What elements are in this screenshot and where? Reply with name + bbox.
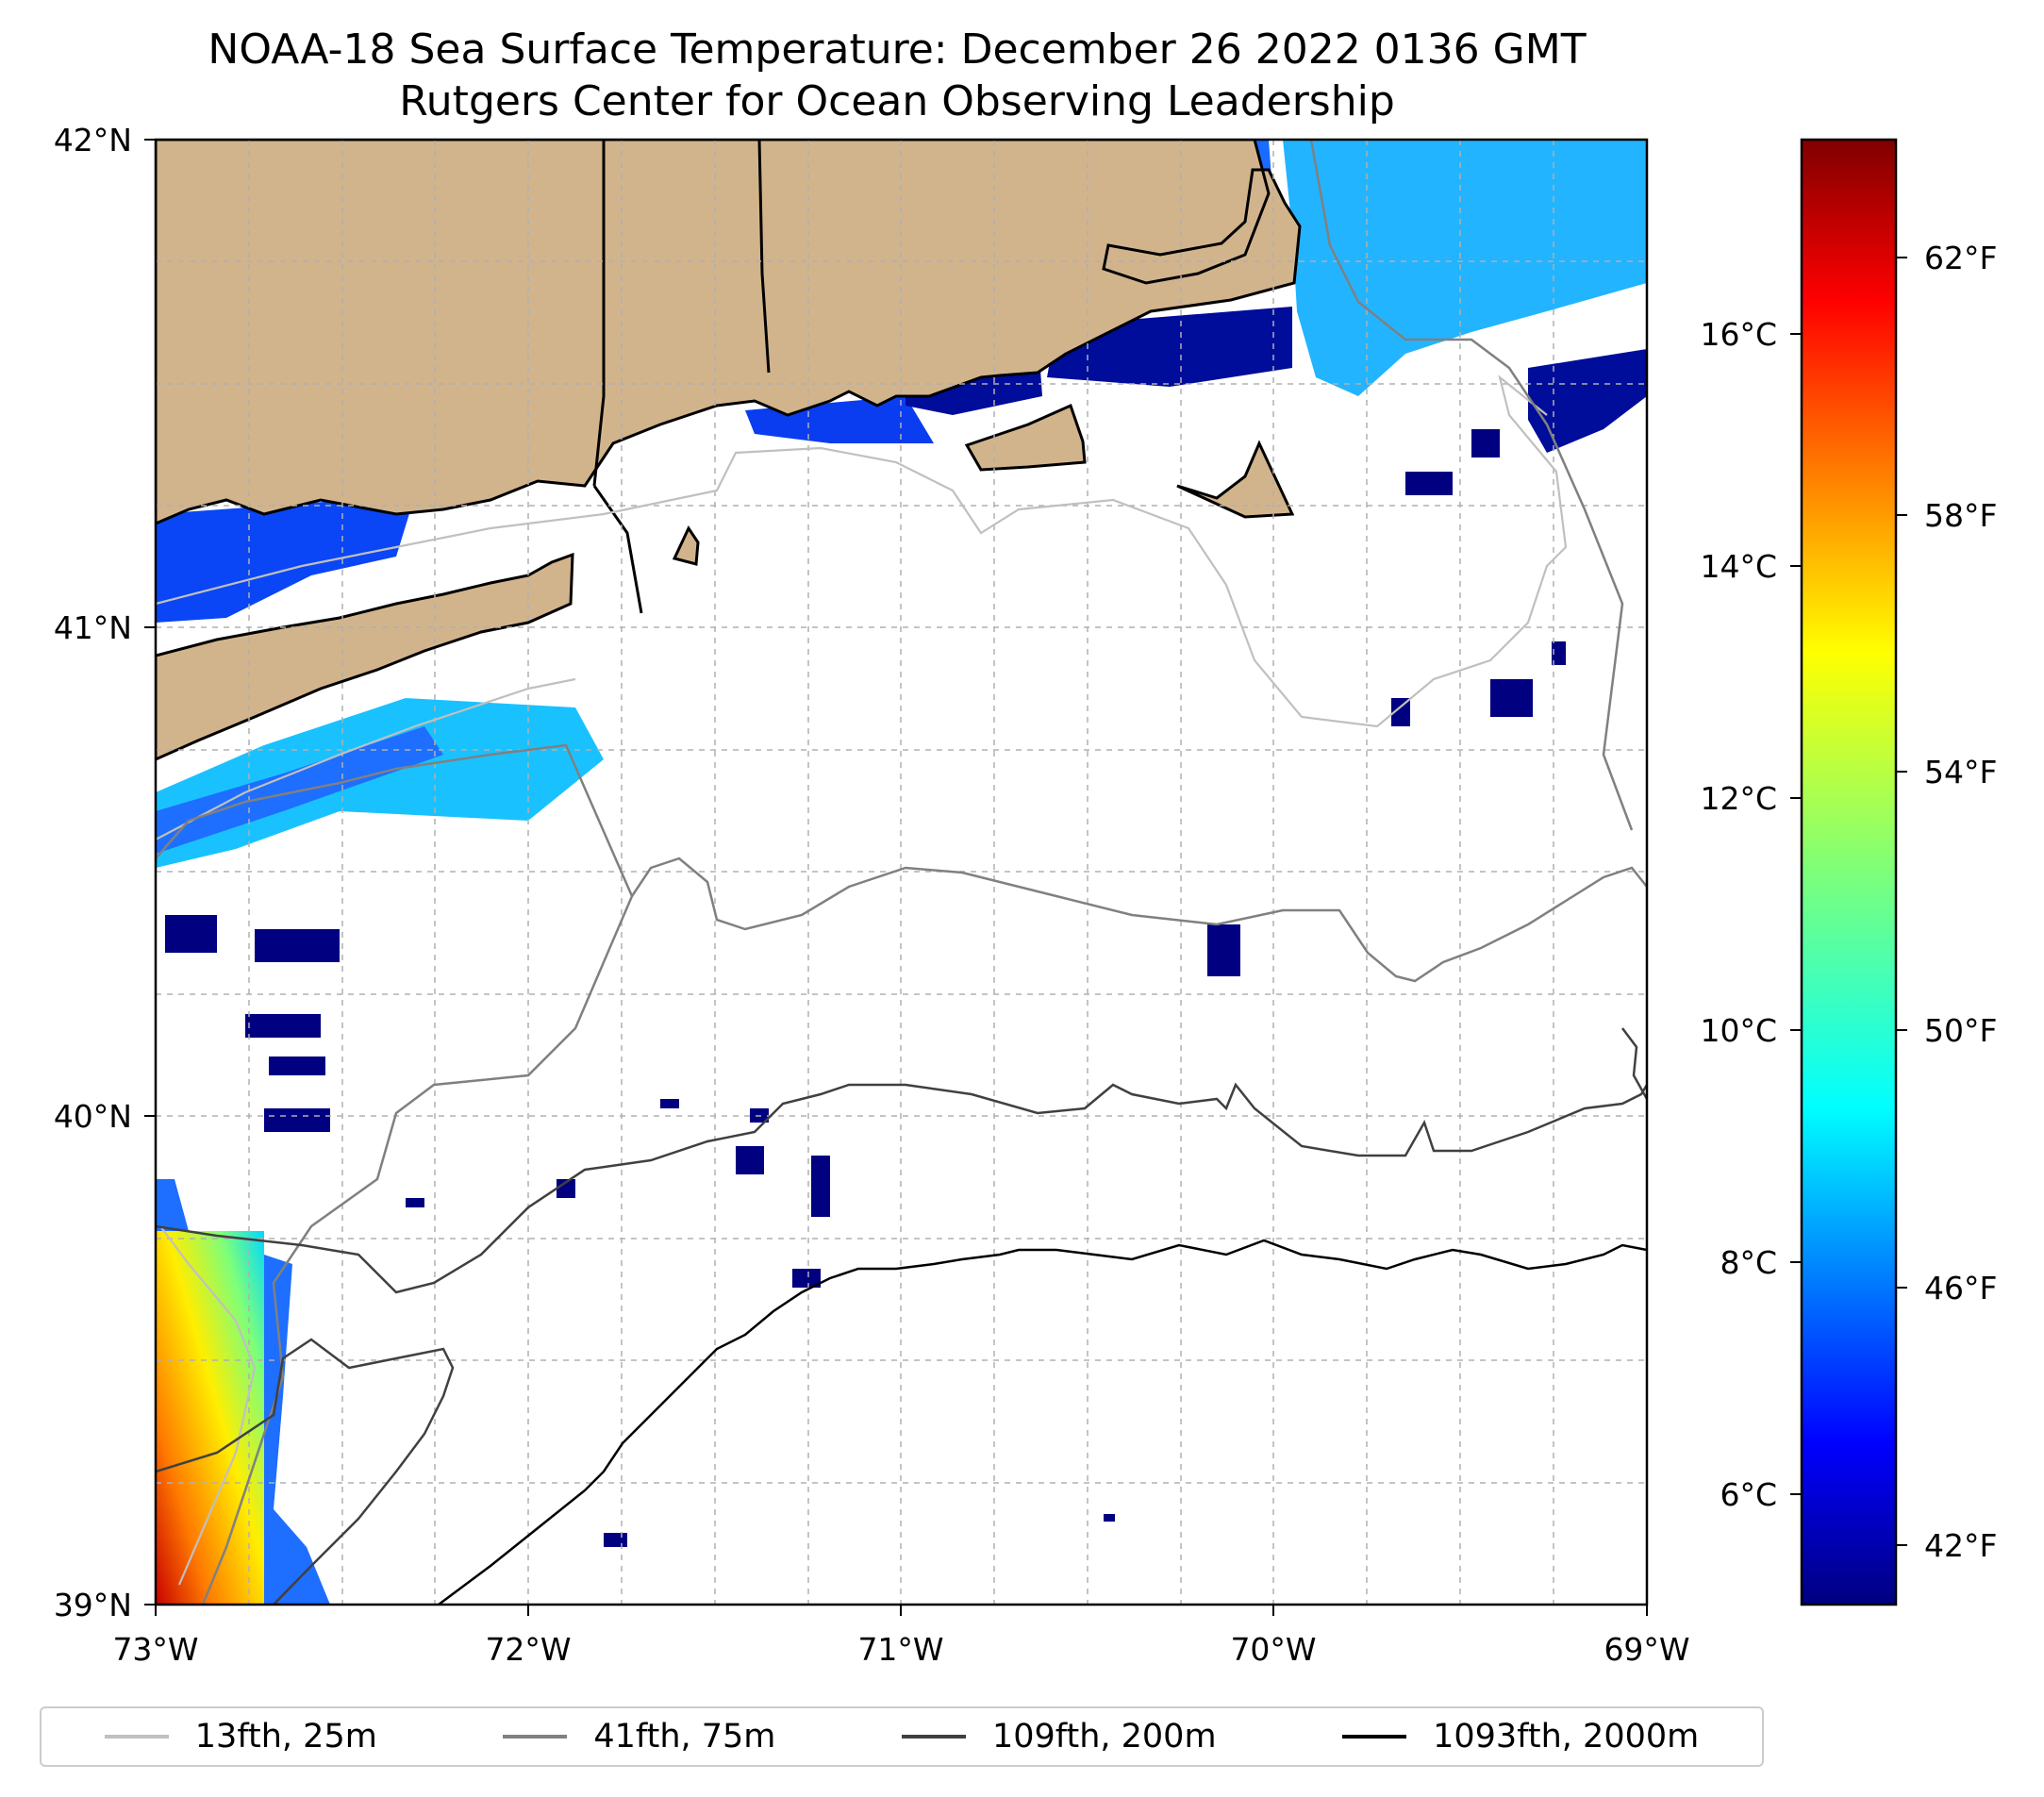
- legend-item-75m: 41fth, 75m: [503, 1718, 775, 1755]
- land-marthas-vineyard: [964, 403, 1087, 472]
- legend-line-swatch: [503, 1735, 568, 1739]
- chart-title: NOAA-18 Sea Surface Temperature: Decembe…: [208, 25, 1587, 74]
- legend-label: 13fth, 25m: [194, 1718, 377, 1755]
- colorbar-fahrenheit-label: 46°F: [1924, 1270, 1997, 1306]
- sst-patch-east-cold: [1528, 349, 1647, 453]
- land-layer: [156, 140, 1302, 761]
- contour-75m-shelf: [630, 857, 1647, 983]
- legend-item-200m: 109fth, 200m: [901, 1718, 1217, 1755]
- contour-2000m: [438, 1239, 1647, 1605]
- colorbar: 16°C 14°C 12°C 10°C 8°C 6°C 62°F 58°F 54…: [1700, 138, 1997, 1606]
- contour-200m-upper: [156, 1082, 1647, 1294]
- y-axis-labels: 42°N 41°N 40°N 39°N: [54, 122, 132, 1623]
- colorbar-celsius-label: 10°C: [1700, 1012, 1777, 1049]
- y-tick-label: 42°N: [54, 122, 132, 158]
- legend-item-25m: 13fth, 25m: [104, 1718, 377, 1755]
- colorbar-gradient: [1800, 138, 1898, 1606]
- legend-label: 109fth, 200m: [991, 1718, 1217, 1755]
- state-borders: [592, 140, 771, 614]
- colorbar-fahrenheit-label: 54°F: [1924, 754, 1997, 790]
- bathymetry-layer: [156, 140, 1647, 1605]
- contour-75m-ne: [1309, 140, 1634, 831]
- legend-label: 41fth, 75m: [593, 1718, 776, 1755]
- y-tick-label: 39°N: [54, 1587, 132, 1623]
- contour-25m-nj: [159, 1225, 257, 1586]
- colorbar-fahrenheit-label: 42°F: [1924, 1527, 1997, 1564]
- contour-200m: [156, 1338, 455, 1605]
- legend: 13fth, 25m 41fth, 75m 109fth, 200m 1093f…: [40, 1706, 1764, 1767]
- chart-subtitle: Rutgers Center for Ocean Observing Leade…: [399, 77, 1395, 125]
- colorbar-celsius-label: 12°C: [1700, 780, 1777, 817]
- colorbar-celsius-label: 14°C: [1700, 548, 1777, 585]
- x-tick-label: 69°W: [1604, 1631, 1689, 1668]
- colorbar-fahrenheit-label: 62°F: [1924, 240, 1997, 276]
- axis-ticks: [144, 139, 1648, 1616]
- sst-patch-nj-north: [156, 1179, 189, 1231]
- colorbar-fahrenheit-label: 50°F: [1924, 1012, 1997, 1049]
- x-tick-label: 73°W: [112, 1631, 198, 1668]
- contour-25m: [156, 374, 1568, 728]
- y-tick-label: 40°N: [54, 1098, 132, 1135]
- land-nantucket: [1176, 440, 1295, 519]
- land-block-island: [672, 524, 700, 566]
- colorbar-celsius-label: 16°C: [1700, 316, 1777, 353]
- y-tick-label: 41°N: [54, 609, 132, 646]
- sst-patch-nj-warm: [156, 1231, 264, 1605]
- legend-item-2000m: 1093fth, 2000m: [1342, 1718, 1699, 1755]
- legend-line-swatch: [901, 1735, 966, 1739]
- colorbar-celsius-label: 8°C: [1720, 1244, 1777, 1281]
- x-axis-labels: 73°W 72°W 71°W 70°W 69°W: [112, 1631, 1689, 1668]
- sst-patch-li-south: [156, 698, 604, 868]
- sst-patch-li-sound: [156, 495, 415, 623]
- legend-label: 1093fth, 2000m: [1433, 1718, 1700, 1755]
- legend-line-swatch: [104, 1735, 169, 1739]
- x-tick-label: 70°W: [1230, 1631, 1316, 1668]
- contour-25m-li: [156, 677, 576, 840]
- land-new-england: [156, 140, 1302, 525]
- sst-patch-gulf-of-maine: [1283, 140, 1647, 396]
- legend-line-swatch: [1342, 1735, 1407, 1739]
- x-tick-label: 71°W: [857, 1631, 943, 1668]
- contour-200m-e: [1621, 1027, 1647, 1100]
- x-tick-label: 72°W: [485, 1631, 571, 1668]
- colorbar-celsius-label: 6°C: [1720, 1476, 1777, 1513]
- land-long-island: [156, 552, 574, 761]
- colorbar-fahrenheit-label: 58°F: [1924, 497, 1997, 534]
